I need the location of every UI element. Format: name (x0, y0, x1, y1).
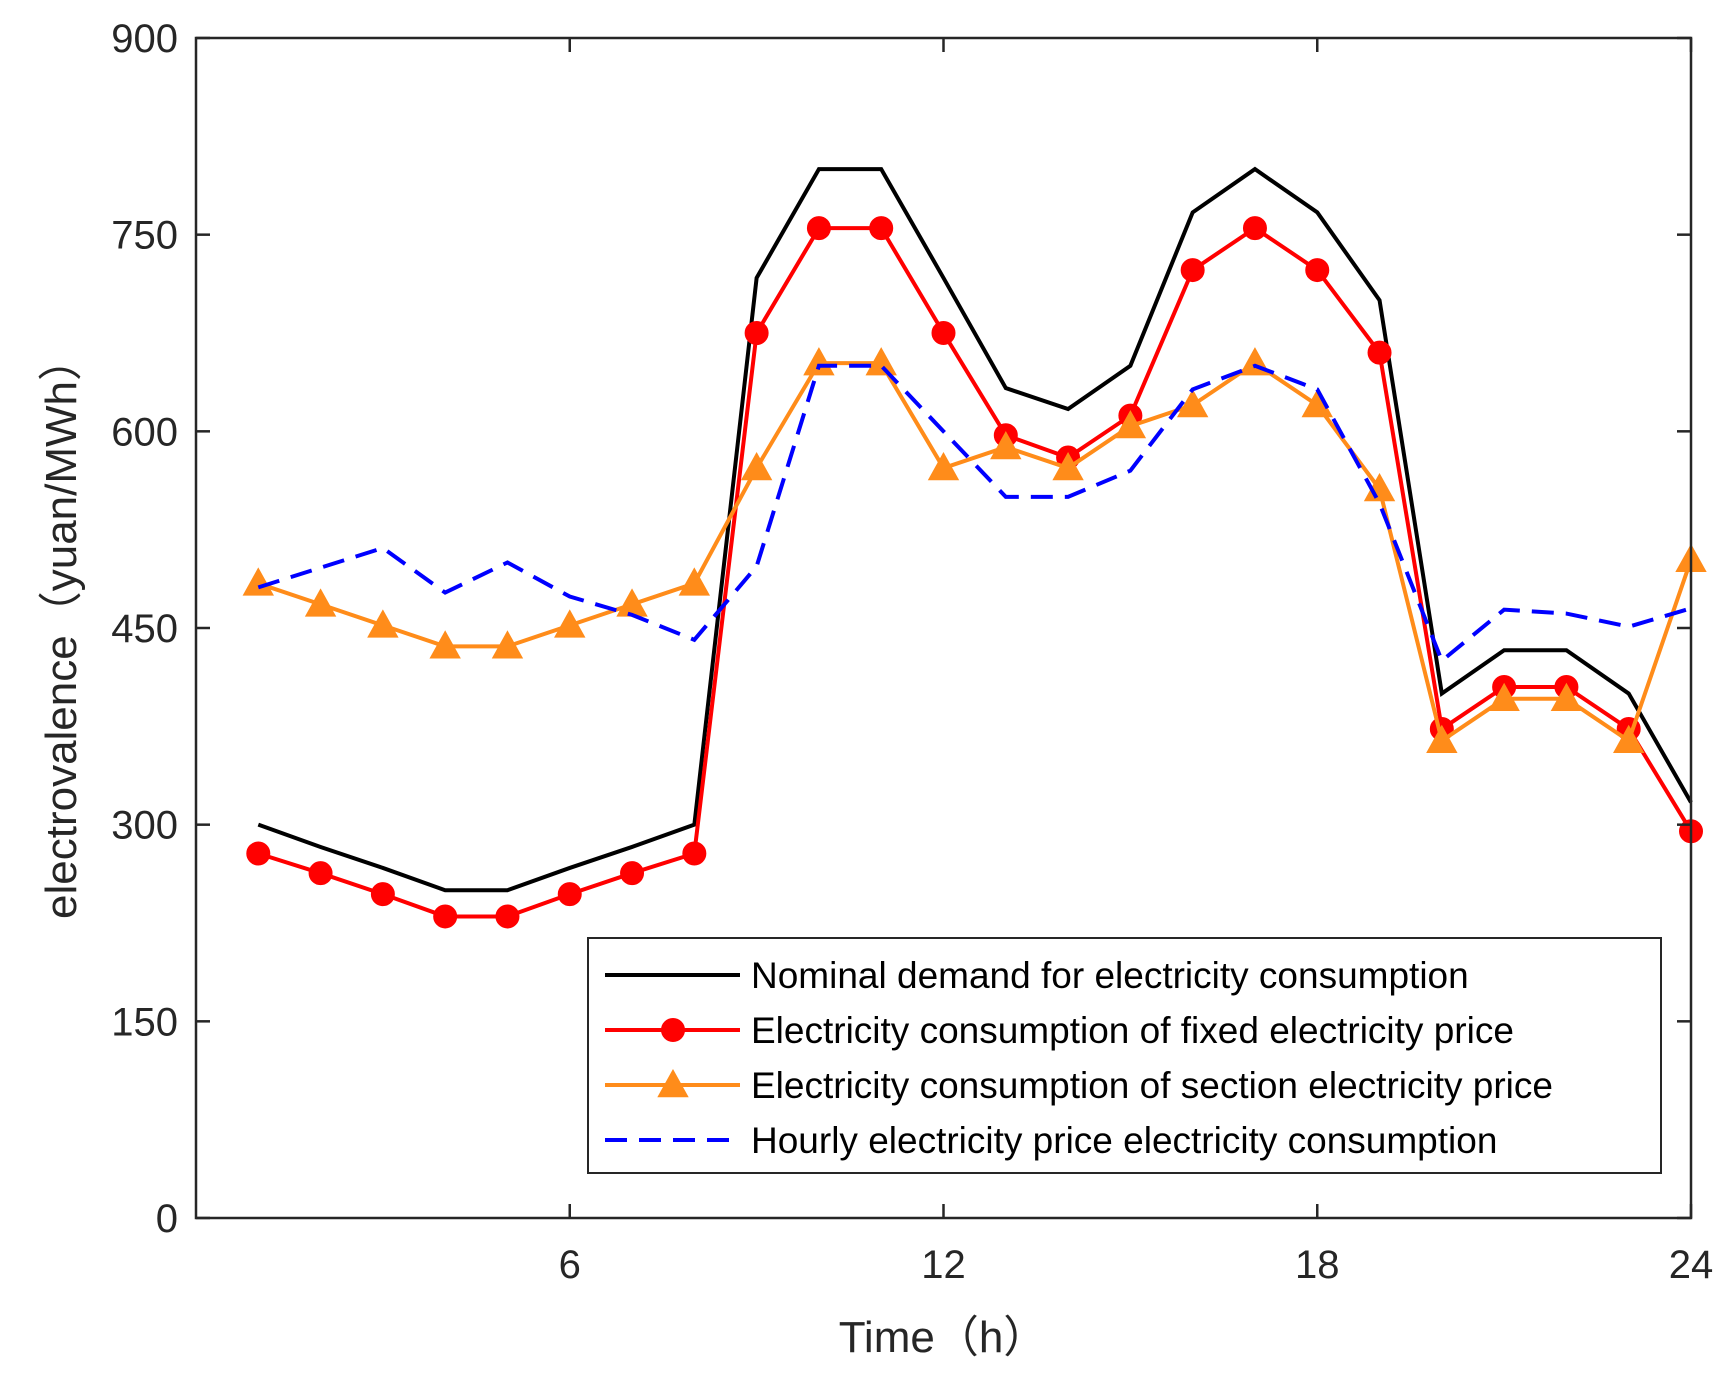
data-point (495, 904, 520, 929)
data-point (744, 321, 769, 345)
series-line-electricity-consumption-of-section-electricity-price (257, 360, 1693, 745)
data-point (433, 904, 458, 929)
data-point (869, 216, 894, 241)
y-tick-label: 300 (111, 804, 178, 848)
y-tick-label: 150 (111, 1000, 178, 1044)
data-point (1052, 451, 1084, 481)
data-point (620, 861, 645, 886)
x-tick-label: 12 (921, 1243, 966, 1287)
data-point (678, 567, 711, 596)
data-point (1367, 340, 1392, 365)
data-point (557, 882, 582, 907)
series-nominal-demand-for-electricity-consumption (257, 166, 1693, 893)
data-point (367, 609, 399, 638)
data-point (308, 861, 333, 886)
x-tick-label: 24 (1669, 1243, 1714, 1287)
legend-label: Electricity consumption of section elect… (751, 1065, 1553, 1106)
data-point (865, 347, 897, 376)
data-point (740, 451, 773, 481)
data-point (1114, 410, 1147, 439)
data-point (806, 216, 831, 241)
data-point (1180, 258, 1205, 283)
y-tick-label: 750 (111, 214, 178, 258)
y-tick-label: 450 (111, 607, 178, 651)
x-axis-title: Time（h） (839, 1313, 1048, 1362)
data-point (931, 321, 956, 345)
data-point (927, 451, 960, 481)
legend: Nominal demand for electricity consumpti… (587, 937, 1662, 1174)
legend-entry: Hourly electricity price electricity con… (605, 1120, 1497, 1161)
legend-entry: Electricity consumption of section elect… (605, 1065, 1553, 1106)
data-point (242, 567, 274, 596)
legend-swatch-marker (661, 1018, 685, 1042)
legend-swatch-marker (657, 1068, 689, 1098)
y-tick-label: 0 (156, 1197, 178, 1241)
y-tick-label: 900 (111, 17, 178, 61)
data-point (1305, 258, 1330, 283)
series-hourly-electricity-price-electricity-consumption (257, 363, 1692, 665)
x-tick-label: 6 (559, 1243, 581, 1287)
legend-label: Nominal demand for electricity consumpti… (751, 955, 1469, 996)
data-point (682, 841, 707, 866)
series-line-hourly-electricity-price-electricity-consumption (257, 363, 1692, 665)
data-point (491, 630, 524, 659)
legend-entry: Nominal demand for electricity consumpti… (605, 955, 1469, 996)
data-point (803, 347, 835, 376)
data-point (1613, 724, 1645, 753)
x-tick-label: 18 (1295, 1243, 1340, 1287)
data-point (1550, 682, 1583, 711)
data-point (990, 431, 1022, 460)
data-point (370, 882, 395, 907)
data-point (1176, 389, 1209, 418)
data-point (1488, 682, 1520, 711)
y-axis-title: electrovalence（yuan/MWh） (37, 337, 86, 919)
data-point (1242, 216, 1267, 241)
data-point (304, 588, 337, 617)
data-point (246, 841, 271, 866)
legend-label: Hourly electricity price electricity con… (751, 1120, 1497, 1161)
legend-entry: Electricity consumption of fixed electri… (605, 1010, 1514, 1051)
data-point (1426, 724, 1458, 753)
data-point (554, 609, 586, 638)
series-electricity-consumption-of-section-electricity-price (242, 347, 1707, 753)
legend-box (587, 937, 1662, 1174)
ticks-layer: 0 150 300 450 600 750 900 6 12 18 24 (111, 17, 1713, 1287)
y-tick-label: 600 (111, 410, 178, 454)
legend-label: Electricity consumption of fixed electri… (751, 1010, 1514, 1051)
series-line-nominal-demand-for-electricity-consumption (257, 166, 1693, 893)
data-point (429, 630, 461, 659)
